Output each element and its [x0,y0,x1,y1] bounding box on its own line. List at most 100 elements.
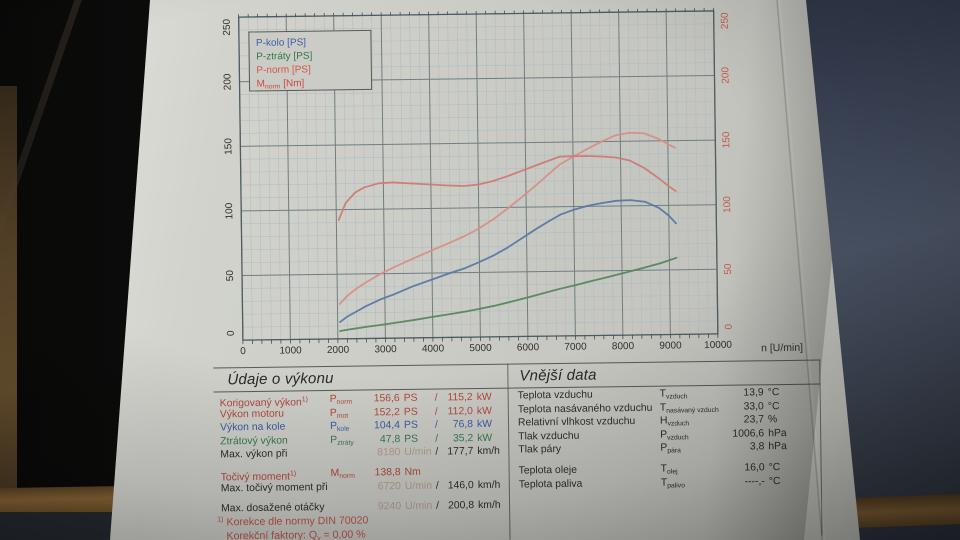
grid-minor-v [494,13,500,337]
grid-minor-v [513,13,519,337]
grid-minor-v [589,12,595,336]
grid-minor-v [608,12,614,336]
grid-minor-v [684,11,690,335]
row-value: 8180 [377,447,401,459]
curve-P-kolo [PS] [339,199,677,323]
row-unit2: km/h [477,445,500,458]
legend-item: P-norm [PS] [256,64,311,76]
x-tick-label: 0 [240,346,246,357]
row-label: Tlak páry [518,443,562,456]
x-tick-label: 1000 [279,345,302,356]
grid-minor-v [656,11,662,335]
row-unit: U/min [404,446,432,459]
performance-section-title: Údaje o výkonu [227,369,334,389]
legend-item: Mnorm [Nm] [256,78,304,91]
table-right-rule [819,359,823,536]
footnote-line: Korekční faktory: Qv = 0,00 % [226,528,366,540]
curve-P-ztráty [PS] [339,256,678,332]
curve-M-norm [Nm] [337,155,677,221]
y-tick-label-left: 100 [224,202,235,219]
legend-box [248,29,373,92]
grid-major-h [242,268,718,277]
grid-minor-v [675,11,681,335]
grid-minor-v [580,12,586,336]
grid-major-v [570,12,576,336]
row-label: Teplota paliva [518,478,583,491]
x-tick-label: 3000 [374,344,397,355]
grid-major-v [618,12,624,336]
y-tick-label-right: 150 [721,131,732,148]
grid-major-h [241,204,717,212]
row-value2: 200,8 [447,499,475,511]
correction-footnotes: 1) Korekce dle normy DIN 70020 Korekční f… [217,511,369,540]
x-tick-label: 2000 [327,345,350,356]
grid-minor-v [703,11,709,335]
grid-major-v [665,11,671,335]
row-value2: 146,0 [447,479,474,491]
grid-minor-v [399,15,405,338]
grid-minor-v [646,11,652,335]
row-slash: / [436,500,440,512]
y-tick-label-right: 0 [724,323,735,329]
grid-major-v [428,14,434,338]
y-tick-label-left: 50 [225,270,236,282]
grid-minor-v [551,13,557,337]
row-unit2: km/h [478,499,501,511]
row-symbol [330,447,362,461]
row-label: Max. točivý moment při [220,481,328,494]
y-tick-label-right: 50 [723,263,734,275]
wood-edge-strip [0,86,17,518]
x-tick-label: 10000 [704,340,732,351]
row-symbol [331,480,363,494]
external-section-title: Vnější data [519,366,597,385]
x-tick-label: 4000 [422,343,445,354]
grid-minor-v [532,13,538,337]
y-tick-label-right: 250 [720,12,731,29]
grid-minor-v [390,15,396,339]
x-axis-title: n [U/min] [761,342,803,355]
y-tick-label-left: 200 [222,73,233,90]
grid-minor-v [371,15,377,339]
y-tick-label-left: 250 [222,18,233,35]
y-tick-label-right: 100 [722,196,733,213]
y-tick-label-left: 0 [226,330,237,336]
grid-minor-v [504,13,510,337]
x-tick-label: 6000 [517,342,540,353]
wood-strip-bottom-right [845,493,960,529]
grid-minor-v [485,13,491,337]
grid-major-v [523,13,529,337]
row-unit: U/min [405,500,433,512]
row-slash: / [435,480,439,492]
grid-minor-v [466,14,472,338]
grid-major-v [475,14,481,338]
grid-minor-v [627,12,633,336]
grid-major-v [380,15,386,339]
grid-minor-v [694,11,700,335]
grid-major-h [240,139,716,147]
grid-minor-v [418,14,424,338]
grid-minor-v [599,12,605,336]
grid-minor-v [409,14,415,338]
x-tick-label: 9000 [659,340,682,351]
grid-minor-v [447,14,453,338]
grid-minor-v [561,12,567,336]
footnote-line: 1) Korekce dle normy DIN 70020 [217,514,369,529]
grid-minor-v [437,14,443,338]
y-tick-label-left: 150 [223,138,234,155]
curve-P-norm [PS] [338,131,676,305]
grid-minor-v [637,11,643,335]
row-label: Max. výkon při [220,448,288,461]
y-tick-label-right: 200 [720,67,731,84]
x-tick-label: 5000 [469,343,492,354]
x-tick-label: 8000 [612,341,635,352]
row-unit: U/min [404,480,433,492]
row-value: 9240 [377,500,402,512]
grid-minor-v [542,13,548,337]
legend-item: P-kolo [PS] [256,37,306,49]
performance-table: Korigovaný výkon1) Pnorm 156,6 PS/115,2 kW Vý… [220,391,512,516]
wood-strip-bottom-left [0,485,129,516]
x-tick-label: 7000 [564,342,587,353]
